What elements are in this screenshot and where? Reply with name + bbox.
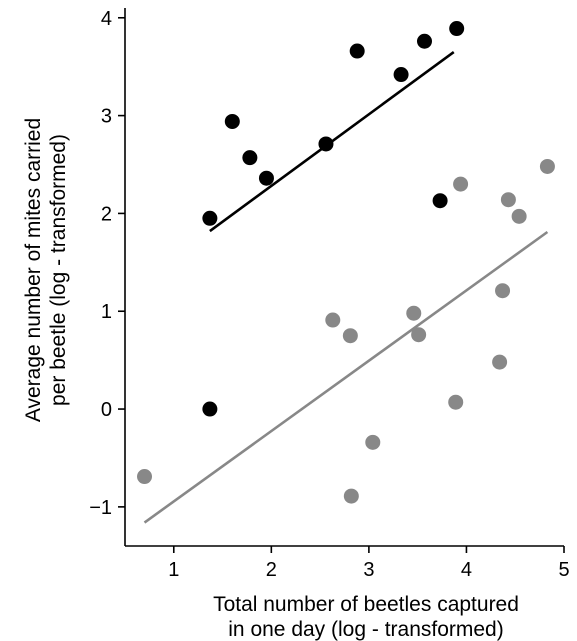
y-tick-label: 0 — [101, 399, 112, 421]
y-axis-title-line-2: per beetle (log - transformed) — [47, 134, 70, 406]
y-axis-title-line-1: Average number of mites carried — [22, 118, 45, 422]
data-points — [137, 21, 555, 504]
y-axis-title: Average number of mites carried per beet… — [22, 118, 70, 422]
data-point-series-1 — [224, 113, 240, 129]
data-point-series-2 — [411, 327, 427, 343]
fit-lines — [143, 50, 549, 524]
data-point-series-1 — [449, 21, 465, 37]
data-point-series-2 — [406, 305, 422, 321]
x-axis-title-line-2: in one day (log - transformed) — [228, 618, 503, 641]
data-point-series-1 — [349, 43, 365, 59]
x-tick-label: 5 — [558, 559, 569, 581]
data-point-series-1 — [202, 401, 218, 417]
y-axis-ticks: −1 0 1 2 3 4 — [89, 8, 125, 519]
data-point-series-2 — [137, 469, 153, 485]
fit-line-series-2 — [143, 230, 549, 524]
data-point-series-1 — [202, 210, 218, 226]
y-tick-label: 4 — [101, 8, 112, 30]
y-tick-label: 2 — [101, 203, 112, 225]
data-point-series-1 — [258, 170, 274, 186]
data-point-series-2 — [343, 488, 359, 504]
data-point-series-1 — [393, 67, 409, 83]
x-tick-label: 2 — [266, 559, 277, 581]
data-point-series-1 — [318, 136, 334, 152]
data-point-series-2 — [500, 192, 516, 208]
data-point-series-2 — [448, 394, 464, 410]
data-point-series-1 — [416, 33, 432, 49]
x-tick-label: 1 — [168, 559, 179, 581]
y-tick-label: 1 — [101, 301, 112, 323]
x-axis-ticks: 1 2 3 4 5 — [168, 546, 570, 581]
plot-area: 1 2 3 4 5 −1 0 1 2 3 4 — [89, 8, 569, 581]
data-point-series-2 — [342, 328, 358, 344]
data-point-series-2 — [453, 176, 469, 192]
data-point-series-2 — [325, 312, 341, 328]
data-point-series-2 — [495, 283, 511, 299]
data-point-series-1 — [242, 150, 258, 166]
data-point-series-2 — [511, 208, 527, 224]
x-tick-label: 3 — [363, 559, 374, 581]
data-point-series-2 — [539, 158, 555, 174]
data-point-series-2 — [365, 434, 381, 450]
data-point-series-1 — [432, 193, 448, 209]
y-tick-label: −1 — [89, 497, 112, 519]
data-point-series-2 — [492, 354, 508, 370]
x-tick-label: 4 — [461, 559, 472, 581]
x-axis-title-line-1: Total number of beetles captured — [213, 593, 519, 616]
y-tick-label: 3 — [101, 106, 112, 128]
